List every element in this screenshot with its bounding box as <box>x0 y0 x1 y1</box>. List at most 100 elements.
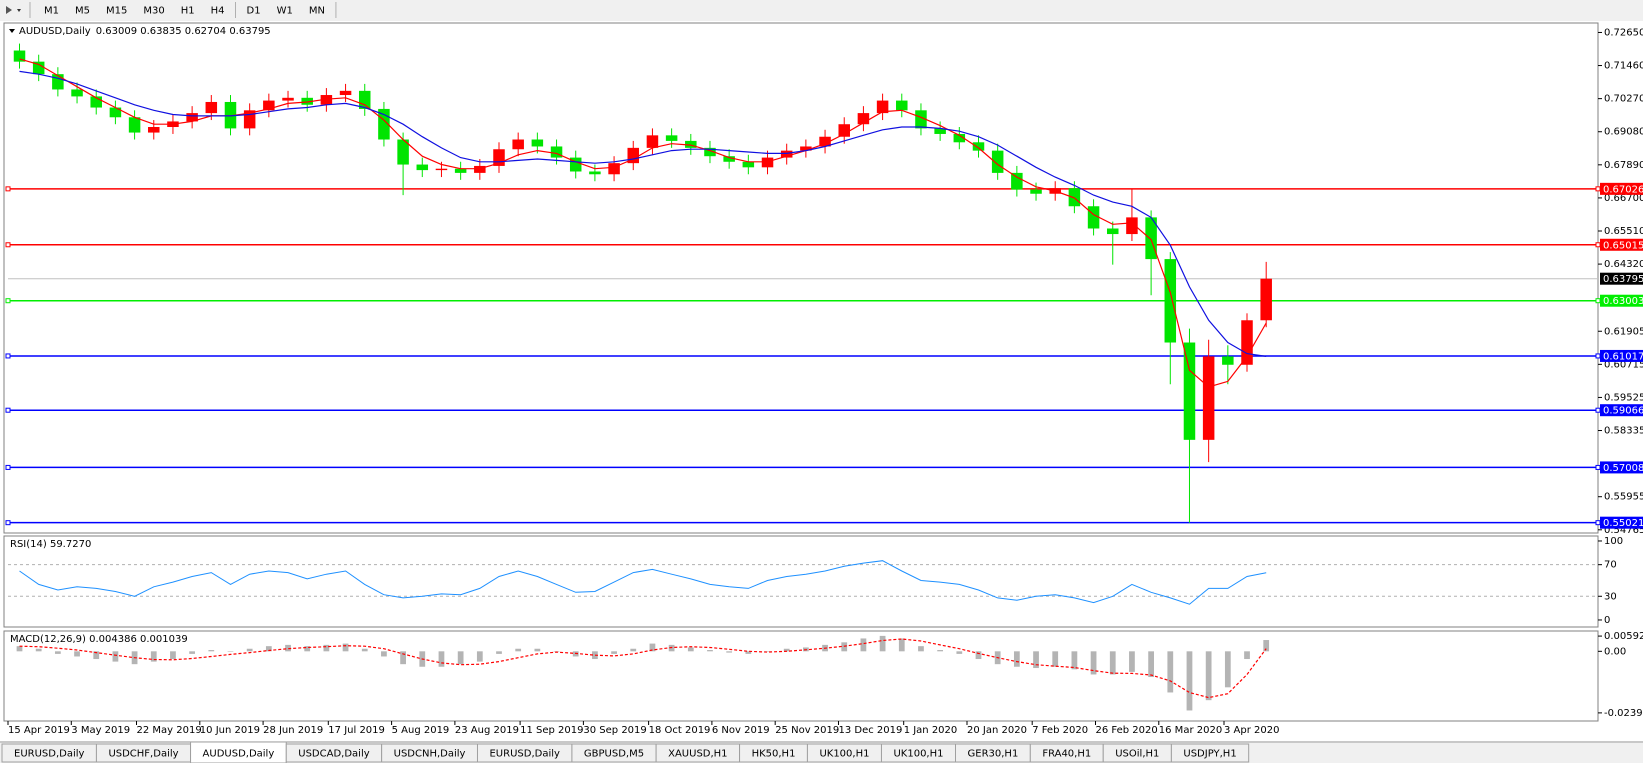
timeframe-button[interactable]: W1 <box>268 1 301 19</box>
symbol-tab[interactable]: USDCAD,Daily <box>285 743 383 763</box>
symbol-tab[interactable]: HK50,H1 <box>739 743 808 763</box>
symbol-tab-label[interactable]: USDCAD,Daily <box>298 749 369 760</box>
symbol-tab-label[interactable]: AUDUSD,Daily <box>203 749 275 760</box>
y-tick-label: 0.59525 <box>1604 392 1643 403</box>
timeframe-button[interactable]: D1 <box>238 1 269 19</box>
y-tick-label: 0.58335 <box>1604 426 1643 437</box>
symbol-tab-label[interactable]: HK50,H1 <box>752 749 796 760</box>
symbol-tab-label[interactable]: USDCNH,Daily <box>394 749 466 760</box>
y-tick-label: 0.54765 <box>1604 525 1643 536</box>
histogram-bar <box>860 638 867 652</box>
symbol-tab[interactable]: EURUSD,Daily <box>476 743 573 763</box>
histogram-bar <box>707 650 713 652</box>
timeframe-label[interactable]: M1 <box>44 6 59 17</box>
timeframe-label[interactable]: D1 <box>247 6 261 17</box>
candle-body <box>627 147 640 164</box>
candle-body <box>416 164 429 171</box>
histogram-bar <box>170 651 176 660</box>
timeframe-label[interactable]: M5 <box>75 6 90 17</box>
histogram-bar <box>879 635 886 652</box>
candle-body <box>32 61 45 75</box>
toolbar-dropdown <box>17 9 21 12</box>
histogram-bar <box>54 651 61 654</box>
histogram-bar <box>74 651 80 657</box>
symbol-tab-label[interactable]: USDJPY,H1 <box>1183 749 1236 760</box>
symbol-tab[interactable]: FRA40,H1 <box>1029 743 1104 763</box>
timeframe-button[interactable]: M30 <box>135 1 173 19</box>
toolbar-icon[interactable] <box>6 6 21 14</box>
level-label: 0.63003 <box>1603 296 1643 307</box>
y-tick-label: -0.023944 <box>1604 708 1643 719</box>
x-tick-label: 22 May 2019 <box>137 725 202 736</box>
histogram-bar <box>611 651 617 654</box>
histogram-bar <box>1224 651 1231 688</box>
timeframe-label[interactable]: H4 <box>211 6 225 17</box>
symbol-tab[interactable]: GER30,H1 <box>955 743 1031 763</box>
timeframe-label[interactable]: MN <box>309 6 325 17</box>
timeframe-button[interactable]: M15 <box>98 1 136 19</box>
symbol-tab[interactable]: USOil,H1 <box>1102 743 1172 763</box>
x-tick-label: 17 Jul 2019 <box>328 725 385 736</box>
timeframe-button[interactable]: M5 <box>67 1 98 19</box>
timeframe-label[interactable]: W1 <box>277 6 293 17</box>
candle-body <box>282 97 294 101</box>
histogram-bar <box>1244 651 1250 660</box>
level-handle <box>5 520 11 526</box>
timeframe-button[interactable]: MN <box>300 1 333 19</box>
level-label-bg <box>1600 404 1643 417</box>
symbol-tab-label[interactable]: EURUSD,Daily <box>14 749 85 760</box>
timeframe-button[interactable]: H1 <box>172 1 203 19</box>
symbol-tab-label[interactable]: GBPUSD,M5 <box>584 749 644 760</box>
x-tick-label: 20 Jan 2020 <box>967 725 1027 736</box>
level-handle <box>1595 242 1601 248</box>
symbol-tab-label[interactable]: FRA40,H1 <box>1042 749 1091 760</box>
histogram-bar <box>592 651 598 660</box>
timeframe-label[interactable]: M30 <box>143 6 164 17</box>
symbol-tab[interactable]: USDCNH,Daily <box>381 743 478 763</box>
histogram-bar <box>361 648 368 652</box>
candle-body <box>148 127 160 133</box>
timeframe-button[interactable]: H4 <box>202 1 233 19</box>
y-tick-label: 0 <box>1604 615 1610 626</box>
histogram-bar <box>1109 651 1116 675</box>
timeframe-label[interactable]: M15 <box>106 6 127 17</box>
symbol-tab[interactable]: UK100,H1 <box>880 743 956 763</box>
candle-body <box>991 150 1004 173</box>
symbol-tab-label[interactable]: UK100,H1 <box>819 749 869 760</box>
symbol-tab-label[interactable]: GER30,H1 <box>968 749 1019 760</box>
symbol-tab-label[interactable]: USDCHF,Daily <box>108 749 178 760</box>
timeframe-button-bg <box>67 1 98 19</box>
level-handle <box>1595 520 1601 526</box>
x-tick-label: 26 Feb 2020 <box>1095 725 1157 736</box>
level-label-bg <box>1600 461 1643 474</box>
symbol-tab[interactable]: USDCHF,Daily <box>95 743 192 763</box>
candle-body <box>589 171 601 175</box>
panel-title: RSI(14) 59.7270 <box>10 539 91 550</box>
level-handle <box>5 298 11 304</box>
y-tick-label: 0.71460 <box>1604 61 1643 72</box>
candle-body <box>1164 259 1177 343</box>
level-label-bg <box>1600 238 1643 251</box>
symbol-tab[interactable]: USDJPY,H1 <box>1170 743 1250 763</box>
symbol-tab-label[interactable]: UK100,H1 <box>893 749 943 760</box>
symbol-tab[interactable]: EURUSD,Daily <box>1 743 97 763</box>
histogram-bar <box>304 646 311 652</box>
symbol-tab[interactable]: GBPUSD,M5 <box>571 743 657 763</box>
symbol-tab-label[interactable]: USOil,H1 <box>1115 749 1159 760</box>
candle-body <box>301 97 313 105</box>
histogram-bar <box>1129 651 1135 672</box>
symbol-tab[interactable]: UK100,H1 <box>806 743 882 763</box>
symbol-tab-label[interactable]: EURUSD,Daily <box>489 749 560 760</box>
level-label-bg <box>1600 294 1643 307</box>
candle-body <box>1145 217 1157 260</box>
symbol-tab[interactable]: AUDUSD,Daily <box>190 741 287 763</box>
timeframe-label[interactable]: H1 <box>181 6 195 17</box>
timeframe-button-bg <box>300 1 333 19</box>
candle-body <box>474 165 486 173</box>
timeframe-button[interactable]: M1 <box>36 1 67 19</box>
symbol-tab[interactable]: XAUUSD,H1 <box>655 743 741 763</box>
candle-body <box>1068 188 1081 207</box>
y-tick-label: 0.65510 <box>1604 226 1643 237</box>
symbol-tab-label[interactable]: XAUUSD,H1 <box>668 749 727 760</box>
chart-window <box>0 21 1643 741</box>
